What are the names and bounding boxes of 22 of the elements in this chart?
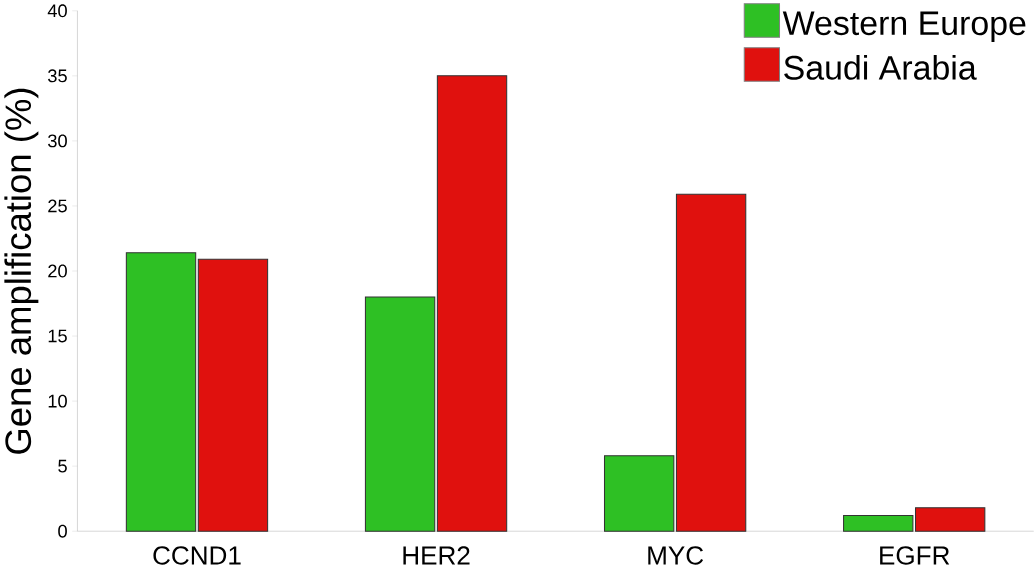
bar — [197, 258, 269, 532]
y-tick-label: 0 — [58, 524, 67, 538]
y-tick-label: 30 — [48, 134, 67, 148]
y-tick-label: 5 — [58, 459, 67, 473]
x-tick-label: HER2 — [403, 546, 470, 565]
y-tick-label: 40 — [47, 4, 67, 18]
x-tick-label: MYC — [648, 546, 704, 565]
x-tick-label: CCND1 — [153, 546, 241, 565]
bar — [364, 296, 436, 532]
bar — [125, 252, 197, 532]
bar — [436, 75, 508, 532]
legend-label: Western Europe — [782, 11, 1026, 42]
y-tick-label: 20 — [48, 264, 67, 278]
bar — [603, 455, 675, 532]
y-tick-label: 25 — [48, 199, 67, 213]
y-tick-label: 10 — [48, 394, 67, 408]
y-axis-title: Gene amplification (%) — [4, 88, 39, 454]
legend-label: Saudi Arabia — [784, 54, 977, 80]
x-tick-label: EGFR — [880, 546, 950, 565]
y-tick-label: 35 — [48, 69, 67, 83]
bar — [675, 193, 747, 532]
y-tick-label: 15 — [48, 329, 67, 343]
